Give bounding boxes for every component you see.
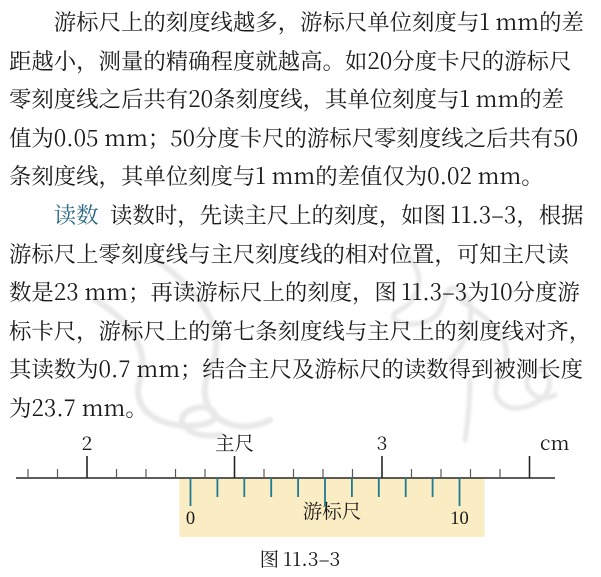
svg-text:2: 2 [82, 428, 93, 456]
svg-text:cm: cm [540, 428, 569, 456]
svg-text:10: 10 [450, 509, 469, 529]
svg-text:游标尺: 游标尺 [303, 496, 362, 524]
svg-text:图 11.3–3: 图 11.3–3 [260, 544, 341, 572]
svg-text:0: 0 [186, 509, 195, 529]
svg-text:3: 3 [377, 428, 388, 456]
svg-text:主尺: 主尺 [215, 428, 254, 456]
